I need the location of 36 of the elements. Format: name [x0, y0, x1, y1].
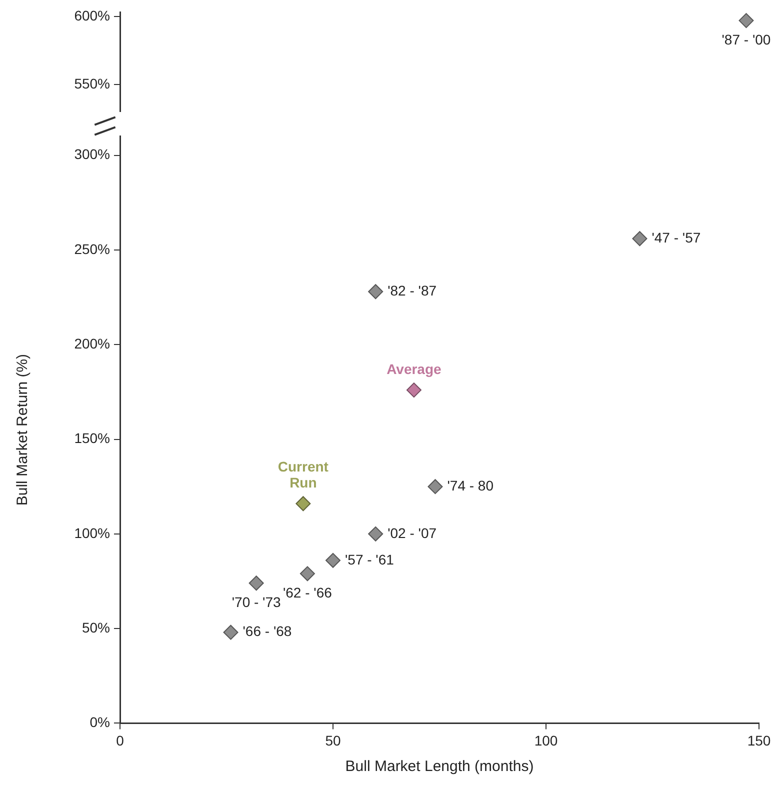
y-tick-label: 100%: [74, 524, 110, 541]
annotation: '87 - '00: [722, 31, 771, 48]
x-tick-label: 100: [534, 732, 558, 748]
point: [248, 576, 264, 591]
point: [428, 479, 443, 494]
point: [296, 496, 311, 512]
x-axis-title: Bull Market Length (months): [345, 758, 534, 776]
y-tick-label: 200%: [74, 335, 110, 352]
point: [300, 566, 315, 582]
annotation: '70 - '73: [232, 594, 281, 610]
series-label: Average: [386, 360, 442, 377]
point: [368, 284, 384, 300]
y-tick-label: 250%: [74, 240, 110, 257]
x-tick-label: 0: [116, 732, 124, 748]
annotation: '02 - '07: [388, 524, 437, 541]
annotation: '74 - 80: [447, 477, 494, 494]
y-tick-label: 50%: [82, 619, 110, 636]
annotation: '66 - '68: [242, 623, 292, 640]
x-tick-label: 150: [747, 732, 771, 748]
y-tick-label: 0%: [90, 714, 110, 730]
x-tick-label: 50: [325, 732, 341, 748]
point: [223, 624, 238, 640]
annotation: '62 - '66: [282, 584, 332, 601]
y-tick-label: 600%: [74, 7, 110, 24]
point: [326, 552, 340, 568]
y-tick-label: 550%: [74, 75, 110, 92]
y-tick-label: 150%: [74, 430, 110, 446]
annotation: '47 - '57: [652, 229, 701, 246]
point: [368, 526, 384, 542]
annotation: '82 - '87: [388, 282, 437, 298]
y-axis-title: Bull Market Return (%): [14, 354, 32, 506]
annotation: '57 - '61: [345, 551, 394, 568]
series-label: Current Run: [278, 458, 329, 490]
point: [406, 382, 422, 398]
point: [632, 231, 648, 246]
y-tick-label: 300%: [74, 146, 110, 162]
